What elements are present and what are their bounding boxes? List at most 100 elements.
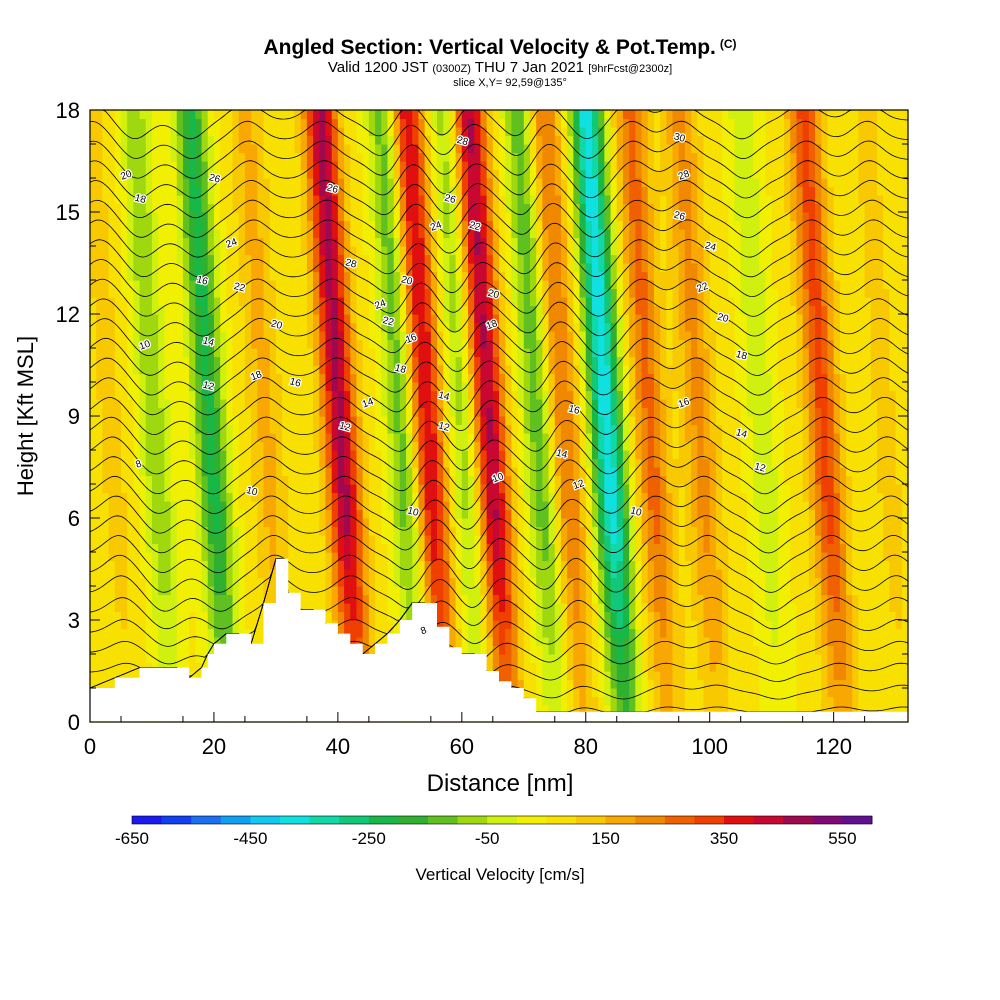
velocity-cell	[294, 569, 302, 579]
velocity-cell	[96, 424, 103, 434]
velocity-cell	[461, 501, 469, 511]
velocity-cell	[455, 441, 463, 451]
velocity-cell	[715, 475, 723, 485]
velocity-cell	[362, 552, 370, 562]
velocity-cell	[313, 560, 320, 570]
velocity-cell	[170, 654, 178, 664]
velocity-cell	[300, 458, 308, 468]
velocity-cell	[709, 492, 717, 502]
velocity-cell	[889, 535, 897, 545]
velocity-cell	[672, 407, 680, 417]
velocity-cell	[325, 586, 333, 596]
velocity-cell	[548, 509, 556, 519]
velocity-cell	[170, 662, 178, 672]
velocity-cell	[468, 399, 475, 409]
velocity-cell	[678, 450, 686, 460]
velocity-cell	[759, 543, 767, 553]
velocity-cell	[337, 603, 345, 613]
velocity-cell	[622, 458, 630, 468]
velocity-cell	[796, 492, 804, 502]
velocity-cell	[691, 696, 698, 706]
velocity-cell	[740, 535, 748, 545]
velocity-cell	[90, 628, 97, 638]
velocity-cell	[567, 518, 574, 528]
velocity-cell	[641, 620, 649, 630]
velocity-cell	[344, 620, 351, 630]
velocity-cell	[226, 628, 234, 638]
velocity-cell	[808, 535, 816, 545]
velocity-cell	[709, 450, 717, 460]
velocity-cell	[201, 407, 209, 417]
velocity-cell	[114, 526, 122, 536]
velocity-cell	[858, 679, 866, 689]
velocity-cell	[901, 552, 909, 562]
velocity-cell	[852, 586, 860, 596]
velocity-cell	[542, 475, 550, 485]
velocity-cell	[703, 407, 711, 417]
velocity-cell	[282, 509, 289, 519]
velocity-cell	[567, 637, 574, 647]
velocity-cell	[182, 611, 190, 621]
velocity-cell	[344, 416, 351, 426]
velocity-cell	[722, 620, 729, 630]
velocity-cell	[220, 509, 227, 519]
velocity-cell	[412, 467, 420, 477]
velocity-cell	[771, 577, 779, 587]
velocity-cell	[102, 518, 110, 528]
velocity-cell	[356, 509, 364, 519]
velocity-cell	[895, 705, 903, 715]
velocity-cell	[529, 552, 537, 562]
velocity-cell	[294, 407, 302, 417]
velocity-cell	[344, 467, 351, 477]
velocity-cell	[895, 484, 903, 494]
velocity-cell	[300, 526, 308, 536]
velocity-cell	[170, 611, 178, 621]
velocity-cell	[468, 569, 475, 579]
velocity-cell	[486, 620, 494, 630]
velocity-cell	[815, 645, 822, 655]
velocity-cell	[90, 654, 97, 664]
velocity-cell	[108, 399, 116, 409]
velocity-cell	[449, 407, 457, 417]
velocity-cell	[691, 399, 698, 409]
velocity-cell	[399, 577, 407, 587]
velocity-cell	[443, 399, 451, 409]
velocity-cell	[839, 671, 847, 681]
velocity-cell	[666, 654, 674, 664]
velocity-cell	[567, 407, 574, 417]
velocity-cell	[406, 611, 413, 621]
velocity-cell	[746, 543, 754, 553]
velocity-cell	[257, 535, 265, 545]
velocity-cell	[257, 416, 265, 426]
velocity-cell	[536, 603, 543, 613]
velocity-cell	[827, 637, 835, 647]
velocity-cell	[288, 586, 296, 596]
velocity-cell	[387, 577, 395, 587]
velocity-cell	[151, 407, 159, 417]
velocity-cell	[827, 441, 835, 451]
velocity-cell	[827, 552, 835, 562]
velocity-cell	[108, 679, 116, 689]
velocity-cell	[734, 603, 742, 613]
velocity-cell	[195, 603, 203, 613]
velocity-cell	[356, 603, 364, 613]
velocity-cell	[331, 424, 339, 434]
velocity-cell	[294, 577, 302, 587]
velocity-cell	[864, 577, 872, 587]
velocity-cell	[306, 424, 314, 434]
velocity-cell	[145, 611, 153, 621]
velocity-cell	[325, 611, 333, 621]
velocity-cell	[331, 577, 339, 587]
velocity-cell	[362, 475, 370, 485]
velocity-cell	[895, 645, 903, 655]
velocity-cell	[424, 509, 432, 519]
velocity-cell	[554, 560, 562, 570]
velocity-cell	[622, 543, 630, 553]
velocity-cell	[480, 509, 488, 519]
velocity-cell	[635, 535, 643, 545]
velocity-cell	[821, 577, 829, 587]
velocity-cell	[567, 543, 574, 553]
velocity-cell	[877, 637, 884, 647]
velocity-cell	[189, 594, 196, 604]
velocity-cell	[418, 501, 426, 511]
